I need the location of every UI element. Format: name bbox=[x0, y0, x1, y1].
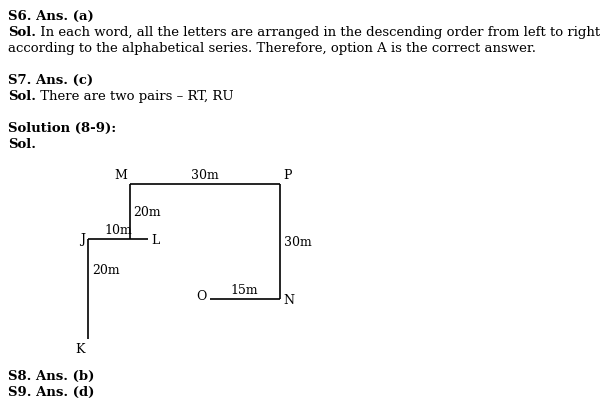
Text: O: O bbox=[197, 290, 207, 303]
Text: S6. Ans. (a): S6. Ans. (a) bbox=[8, 10, 94, 23]
Text: 30m: 30m bbox=[191, 168, 219, 181]
Text: 15m: 15m bbox=[230, 284, 258, 296]
Text: There are two pairs – RT, RU: There are two pairs – RT, RU bbox=[36, 90, 234, 103]
Text: L: L bbox=[151, 233, 159, 246]
Text: S8. Ans. (b): S8. Ans. (b) bbox=[8, 369, 94, 382]
Text: P: P bbox=[283, 168, 292, 181]
Text: N: N bbox=[283, 293, 294, 306]
Text: M: M bbox=[114, 168, 127, 181]
Text: 30m: 30m bbox=[284, 236, 312, 249]
Text: 20m: 20m bbox=[133, 206, 161, 219]
Text: 20m: 20m bbox=[92, 263, 119, 276]
Text: Sol.: Sol. bbox=[8, 138, 36, 151]
Text: Solution (8-9):: Solution (8-9): bbox=[8, 122, 116, 135]
Text: S7. Ans. (c): S7. Ans. (c) bbox=[8, 74, 93, 87]
Text: S9. Ans. (d): S9. Ans. (d) bbox=[8, 385, 94, 398]
Text: Sol.: Sol. bbox=[8, 26, 36, 39]
Text: In each word, all the letters are arranged in the descending order from left to : In each word, all the letters are arrang… bbox=[36, 26, 600, 39]
Text: 10m: 10m bbox=[104, 224, 132, 237]
Text: according to the alphabetical series. Therefore, option A is the correct answer.: according to the alphabetical series. Th… bbox=[8, 42, 536, 55]
Text: Sol.: Sol. bbox=[8, 90, 36, 103]
Text: K: K bbox=[76, 342, 85, 355]
Text: J: J bbox=[80, 233, 85, 246]
